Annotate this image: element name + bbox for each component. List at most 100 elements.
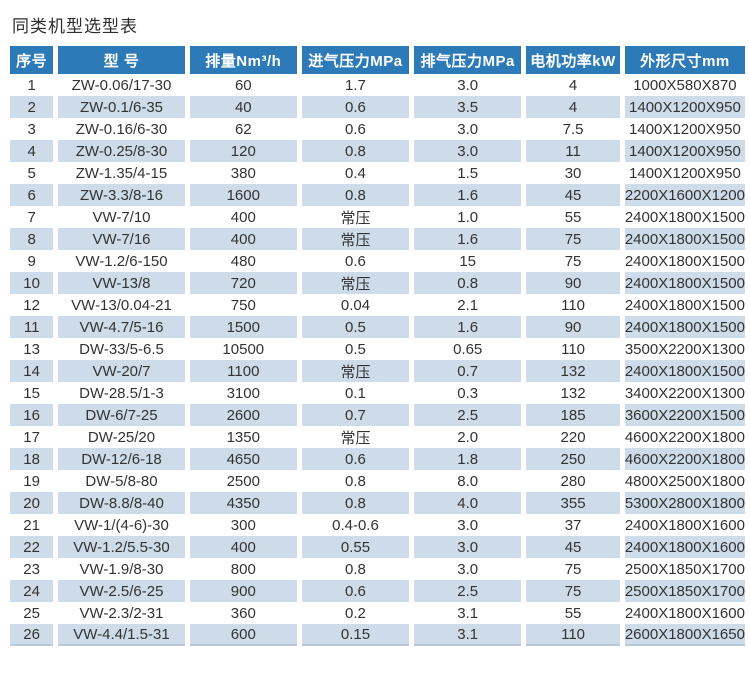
- table-cell: ZW-0.1/6-35: [58, 96, 185, 118]
- table-cell: DW-6/7-25: [58, 404, 185, 426]
- table-cell: 4800X2500X1800: [624, 472, 745, 490]
- table-cell: 2400X1800X1500: [624, 316, 745, 338]
- table-cell: VW-7/16: [58, 228, 185, 250]
- table-cell: 1400X1200X950: [624, 140, 745, 162]
- table-cell: 750: [230, 296, 256, 314]
- table-row: 21 VW-1/(4-6)-30 300 0.4-0.6 3.0 37 2400X1800X…: [10, 514, 745, 536]
- table-cell: 400: [189, 228, 297, 250]
- table-cell: 4600X2200X1800: [624, 448, 745, 470]
- table-cell: 90: [526, 316, 620, 338]
- table-cell: 4.0: [414, 492, 522, 514]
- column-header: 进气压力MPa: [301, 46, 410, 74]
- table-row: 10 VW-13/8 720 常压 0.8 90 2400X1800X1500: [10, 272, 745, 294]
- table-row: 24 VW-2.5/6-25 900 0.6 2.5 75 2500X1850X1700: [10, 580, 745, 602]
- table-cell: 2.5: [414, 404, 522, 426]
- table-cell: VW-7/10: [92, 208, 151, 226]
- table-row: 23 VW-1.9/8-30 800 0.8 3.0 75 2500X1850X1700: [10, 558, 745, 580]
- table-cell: 4: [526, 96, 620, 118]
- table-cell: 3100: [226, 384, 260, 402]
- table-cell: 21: [23, 516, 40, 534]
- table-cell: 110: [561, 296, 586, 314]
- table-cell: 19: [23, 472, 40, 490]
- column-header: 外形尺寸mm: [624, 46, 745, 74]
- column-header: 电机功率kW: [526, 46, 620, 74]
- table-cell: 0.8: [345, 560, 366, 578]
- table-cell: ZW-3.3/8-16: [58, 184, 185, 206]
- table-cell: 0.6: [301, 580, 410, 602]
- table-cell: 2.5: [414, 580, 522, 602]
- table-cell: 4650: [189, 448, 297, 470]
- table-row: 7 VW-7/10 400 常压 1.0 55 2400X1800X1500: [10, 206, 745, 228]
- table-cell: 2500X1850X1700: [624, 580, 745, 602]
- table-cell: 75: [526, 228, 620, 250]
- column-header: 排量Nm³/h: [189, 46, 297, 74]
- table-cell: 2.0: [457, 428, 479, 446]
- table-cell: 0.8: [414, 272, 522, 294]
- table-body: 1 ZW-0.06/17-30 60 1.7 3.0 4 1000X580X870 2 ZW-0…: [10, 74, 745, 646]
- table-cell: ZW-1.35/4-15: [75, 164, 168, 182]
- table-cell: VW-13/0.04-21: [71, 296, 172, 314]
- table-cell: 2500: [226, 472, 260, 490]
- table-cell: 常压: [301, 360, 410, 382]
- table-cell: 4350: [189, 492, 297, 514]
- table-cell: 45: [526, 184, 620, 206]
- table-cell: VW-13/8: [58, 272, 185, 294]
- table-cell: 30: [564, 164, 582, 182]
- table-head: 序号型 号排量Nm³/h 进气压力MPa 排气压力MPa 电机功率kW 外形尺寸mm: [10, 46, 745, 74]
- table-cell: DW-8.8/8-40: [58, 492, 185, 514]
- table-cell: 220: [560, 428, 586, 446]
- table-cell: 1.6: [414, 184, 522, 206]
- table-cell: 55: [564, 604, 582, 622]
- table-cell: 17: [23, 428, 40, 446]
- table-row: 2 ZW-0.1/6-35 40 0.6 3.5 4 1400X1200X950: [10, 96, 745, 118]
- table-row: 5 ZW-1.35/4-15 380 0.4 1.5 30 1400X1200X950: [10, 162, 745, 184]
- table-row: 19 DW-5/8-80 2500 0.8 8.0 280 4800X2500X1800: [10, 470, 745, 492]
- table-cell: 2: [10, 96, 54, 118]
- table-row: 1 ZW-0.06/17-30 60 1.7 3.0 4 1000X580X870: [10, 74, 745, 96]
- table-cell: VW-20/7: [58, 360, 185, 382]
- table-cell: 380: [230, 164, 256, 182]
- table-cell: 20: [10, 492, 54, 514]
- table-cell: 常压: [301, 228, 410, 250]
- table-cell: 24: [10, 580, 54, 602]
- table-cell: 400: [189, 536, 297, 558]
- table-cell: VW-4.4/1.5-31: [58, 624, 185, 646]
- table-cell: 3400X2200X1300: [624, 384, 745, 402]
- table-cell: 8.0: [457, 472, 479, 490]
- table-cell: VW-1/(4-6)-30: [74, 516, 169, 534]
- table-cell: 10500: [222, 340, 265, 358]
- table-cell: 常压: [340, 429, 371, 447]
- table-cell: ZW-0.06/17-30: [71, 76, 172, 94]
- table-cell: 0.6: [301, 448, 410, 470]
- table-cell: 2400X1800X1500: [624, 252, 745, 270]
- table-cell: 0.6: [345, 252, 366, 270]
- column-header: 排气压力MPa: [414, 46, 522, 74]
- table-row: 14 VW-20/7 1100 常压 0.7 132 2400X1800X1500: [10, 360, 745, 382]
- table-cell: 11: [10, 316, 54, 338]
- table-cell: 0.15: [301, 624, 410, 646]
- table-cell: 4: [568, 76, 578, 94]
- table-cell: 1400X1200X950: [624, 96, 745, 118]
- table-header-row: 序号型 号排量Nm³/h 进气压力MPa 排气压力MPa 电机功率kW 外形尺寸mm: [10, 46, 745, 74]
- table-cell: 480: [230, 252, 256, 270]
- table-cell: 1000X580X870: [633, 76, 737, 94]
- table-cell: VW-4.7/5-16: [58, 316, 185, 338]
- table-cell: 9: [27, 252, 36, 270]
- table-cell: 0.4-0.6: [332, 516, 379, 534]
- table-cell: 75: [564, 252, 582, 270]
- table-cell: 0.6: [345, 120, 366, 138]
- table-row: 4 ZW-0.25/8-30 120 0.8 3.0 11 1400X1200X950: [10, 140, 745, 162]
- table-cell: 3600X2200X1500: [624, 404, 745, 426]
- table-row: 3 ZW-0.16/6-30 62 0.6 3.0 7.5 1400X1200X950: [10, 118, 745, 140]
- table-cell: 7.5: [562, 120, 584, 138]
- table-cell: 1.8: [414, 448, 522, 470]
- table-cell: 11: [526, 140, 620, 162]
- table-cell: 0.65: [453, 340, 483, 358]
- table-cell: 3.0: [457, 516, 479, 534]
- table-cell: 3: [27, 120, 36, 138]
- table-cell: 常压: [301, 272, 410, 294]
- page-title: 同类机型选型表: [12, 17, 138, 36]
- table-cell: 2400X1800X1600: [624, 536, 745, 558]
- table-cell: 720: [189, 272, 297, 294]
- table-cell: 23: [23, 560, 40, 578]
